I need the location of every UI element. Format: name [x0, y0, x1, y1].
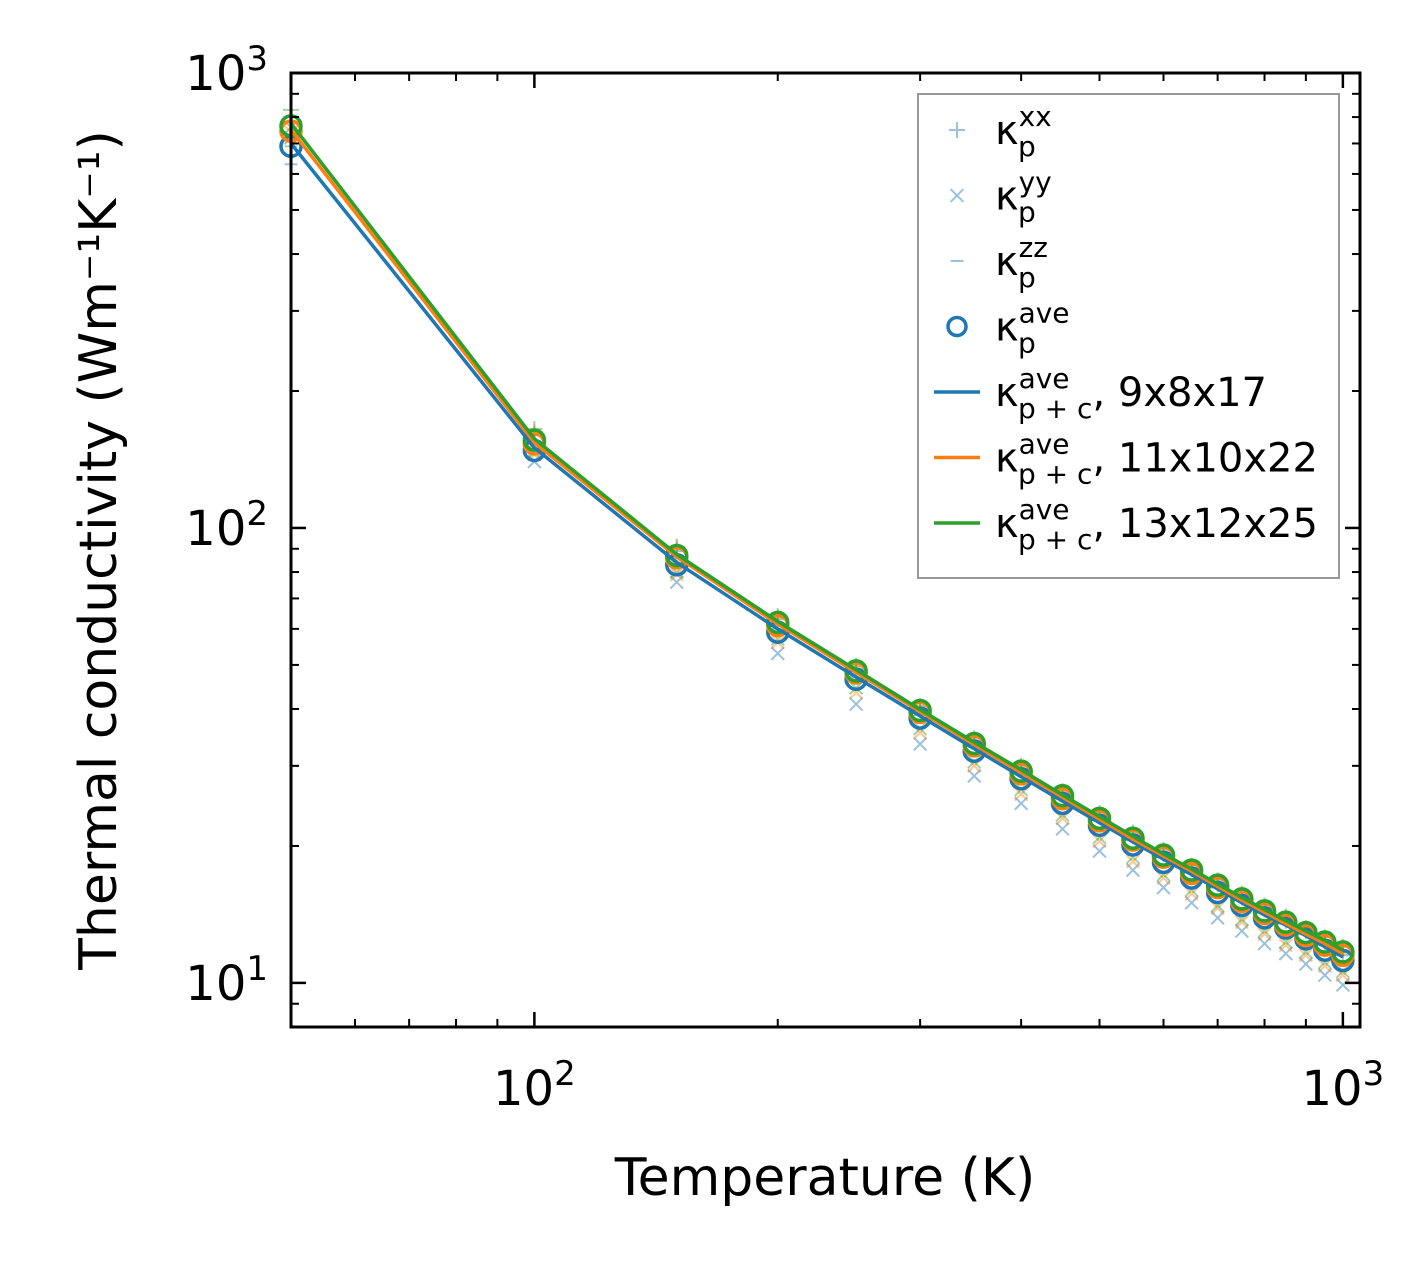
data-point	[1184, 895, 1199, 910]
data-point	[1210, 910, 1225, 925]
data-point	[1294, 920, 1318, 945]
data-point	[522, 428, 547, 452]
data-point	[1257, 936, 1272, 951]
legend-marker-swatch	[949, 188, 965, 203]
legend-entry: κyy p	[949, 166, 1052, 229]
data-point	[1317, 968, 1332, 983]
data-point	[1092, 843, 1107, 859]
data-point	[1234, 915, 1249, 930]
legend-label: κave p	[995, 297, 1070, 360]
data-point	[669, 575, 684, 590]
legend-entry: κzz p	[950, 231, 1048, 294]
data-point	[1317, 958, 1332, 973]
data-point	[1184, 886, 1199, 901]
series-x-markers	[283, 125, 1350, 983]
x-tick-label: 103	[1302, 1054, 1385, 1117]
legend-entry: κxx p	[949, 100, 1052, 163]
data-point	[1156, 870, 1171, 886]
data-point	[967, 768, 982, 784]
y-tick-label: 101	[185, 949, 268, 1012]
data-point	[913, 736, 928, 752]
data-point	[1055, 821, 1070, 837]
data-point	[1014, 796, 1029, 811]
legend-marker-swatch	[946, 315, 968, 338]
data-point	[1257, 927, 1272, 942]
legend-entry: κave p + c, 9x8x17	[934, 362, 1267, 425]
data-point	[1335, 977, 1350, 993]
data-point	[1092, 833, 1107, 849]
axes-frame	[289, 71, 1362, 1029]
data-point	[1014, 787, 1029, 802]
data-point	[849, 697, 864, 712]
data-point	[1156, 880, 1171, 895]
data-point	[770, 646, 785, 661]
legend-marker-swatch	[949, 122, 965, 138]
data-point	[1298, 948, 1313, 963]
data-point	[1298, 956, 1313, 972]
data-point	[1125, 862, 1141, 878]
y-tick-label: 103	[185, 39, 268, 102]
legend-label: κzz p	[995, 231, 1048, 294]
legend-entry: κave p + c, 13x12x25	[934, 493, 1318, 556]
y-axis-label: Thermal conductivity (Wm⁻¹K⁻¹)	[69, 130, 129, 971]
legend-label: κave p + c, 13x12x25	[995, 493, 1318, 556]
legend-label: κyy p	[995, 166, 1052, 229]
series-line	[289, 122, 1344, 952]
data-point	[1210, 901, 1225, 916]
legend-frame	[917, 93, 1340, 579]
legend-label: κave p + c, 11x10x22	[995, 428, 1318, 491]
x-tick-label: 102	[493, 1054, 576, 1117]
legend-label: κxx p	[995, 100, 1052, 163]
legend-label: κave p + c, 9x8x17	[995, 362, 1267, 425]
y-tick-label: 102	[185, 494, 268, 557]
data-point	[1278, 938, 1293, 953]
plot-area	[279, 101, 1355, 993]
legend-entry: κave p + c, 11x10x22	[934, 428, 1318, 491]
x-axis-label: Temperature (K)	[614, 1148, 1036, 1208]
tick-labels: 102 103 101 102 103	[185, 39, 1384, 1117]
data-point	[1125, 854, 1141, 869]
legend-entry: κave p	[946, 297, 1070, 360]
data-point	[1234, 923, 1249, 939]
data-point	[1278, 946, 1293, 961]
series-line	[289, 128, 1344, 956]
